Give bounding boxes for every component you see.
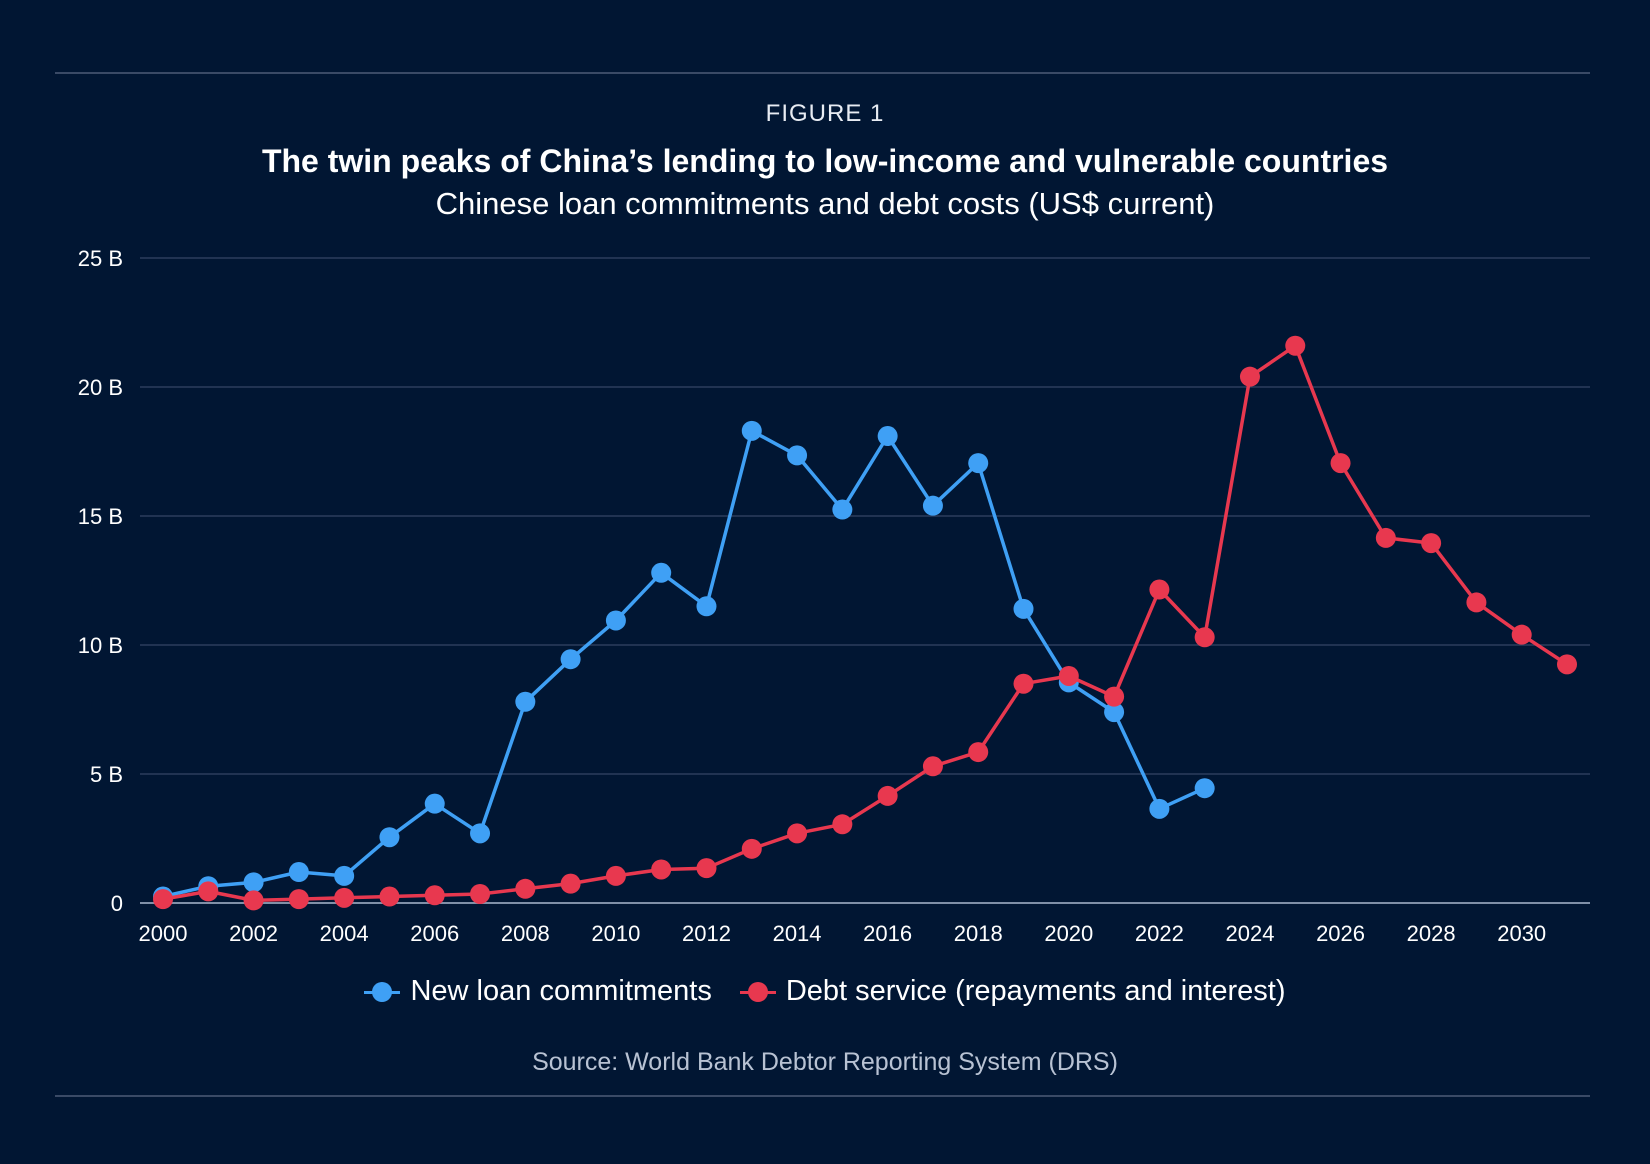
debt-point-2026 — [1330, 453, 1351, 474]
debt-point-2016 — [877, 785, 898, 806]
figure-label: FIGURE 1 — [765, 100, 885, 127]
x-tick-label: 2030 — [1497, 921, 1546, 946]
debt-point-2002 — [243, 890, 264, 911]
loans-point-2022 — [1149, 798, 1170, 819]
debt-point-2008 — [515, 878, 536, 899]
line-chart: 0 5 B 10 B 15 B 20 B 25 B 2000 2002 2004 2006 2008… — [78, 246, 1590, 946]
debt-point-2017 — [922, 756, 943, 777]
debt-point-2014 — [787, 823, 808, 844]
chart-title: The twin peaks of China’s lending to low… — [261, 143, 1389, 179]
y-tick-label: 0 — [111, 891, 123, 916]
debt-point-2027 — [1375, 527, 1396, 548]
debt-point-2000 — [153, 889, 173, 910]
x-tick-label: 2022 — [1135, 921, 1184, 946]
debt-point-2023 — [1194, 627, 1215, 648]
debt-point-2018 — [968, 742, 989, 763]
loans-point-2010 — [605, 610, 626, 631]
debt-point-2010 — [605, 865, 626, 886]
debt-point-2019 — [1013, 673, 1034, 694]
y-tick-label: 10 B — [78, 633, 123, 658]
loans-point-2006 — [424, 793, 445, 814]
loans-point-2018 — [968, 453, 989, 474]
legend-item-loans[interactable]: New loan commitments — [364, 975, 712, 1008]
x-tick-label: 2008 — [501, 921, 550, 946]
top-divider — [55, 72, 1590, 74]
legend-label-debt: Debt service (repayments and interest) — [785, 975, 1286, 1007]
debt-point-2030 — [1511, 624, 1532, 645]
debt-point-2012 — [696, 858, 717, 879]
x-tick-label: 2000 — [139, 921, 188, 946]
chart-subtitle: Chinese loan commitments and debt costs … — [435, 186, 1215, 221]
debt-point-2015 — [832, 814, 853, 835]
debt-point-2004 — [334, 887, 355, 908]
loans-point-2011 — [651, 562, 672, 583]
legend-label-loans: New loan commitments — [410, 975, 712, 1007]
debt-point-2005 — [379, 886, 400, 907]
debt-point-2021 — [1104, 686, 1125, 707]
loans-point-2021 — [1104, 702, 1125, 723]
loans-point-2005 — [379, 827, 400, 848]
loans-point-2004 — [334, 865, 355, 886]
loans-point-2014 — [787, 445, 808, 466]
loans-point-2013 — [741, 420, 762, 441]
loans-series-line — [161, 429, 1207, 899]
legend-item-debt[interactable]: Debt service (repayments and interest) — [739, 975, 1286, 1008]
y-tick-label: 25 B — [78, 246, 123, 271]
loans-point-2009 — [560, 649, 581, 670]
debt-legend-marker-icon — [739, 981, 776, 1002]
debt-point-2011 — [651, 859, 672, 880]
x-tick-label: 2018 — [954, 921, 1003, 946]
y-tick-label: 15 B — [78, 504, 123, 529]
loans-legend-marker-icon — [364, 981, 401, 1002]
y-tick-label: 20 B — [78, 375, 123, 400]
x-tick-label: 2012 — [682, 921, 731, 946]
loans-point-2015 — [832, 499, 853, 520]
source-note: Source: World Bank Debtor Reporting Syst… — [532, 1048, 1118, 1076]
debt-point-2003 — [288, 889, 309, 910]
bottom-divider — [55, 1095, 1590, 1097]
x-tick-label: 2024 — [1225, 921, 1274, 946]
x-tick-label: 2002 — [229, 921, 278, 946]
debt-point-2028 — [1421, 533, 1442, 554]
x-tick-label: 2016 — [863, 921, 912, 946]
x-tick-label: 2006 — [410, 921, 459, 946]
x-tick-label: 2010 — [591, 921, 640, 946]
loans-point-2012 — [696, 596, 717, 617]
loans-point-2019 — [1013, 598, 1034, 619]
debt-point-2025 — [1285, 335, 1306, 356]
debt-point-2031 — [1557, 654, 1577, 675]
debt-point-2001 — [198, 881, 219, 902]
debt-point-2024 — [1239, 366, 1260, 387]
x-tick-label: 2014 — [773, 921, 822, 946]
x-tick-label: 2020 — [1044, 921, 1093, 946]
chart-legend: New loan commitments Debt service (repay… — [0, 975, 1650, 1008]
loans-point-2016 — [877, 426, 898, 447]
debt-point-2007 — [470, 883, 491, 904]
debt-series-line — [161, 343, 1569, 903]
debt-point-2020 — [1058, 665, 1079, 686]
debt-point-2013 — [741, 838, 762, 859]
loans-point-2008 — [515, 691, 536, 712]
loans-point-2002 — [243, 872, 264, 893]
debt-point-2006 — [424, 885, 445, 906]
loans-point-2007 — [470, 823, 491, 844]
debt-point-2022 — [1149, 579, 1170, 600]
x-tick-label: 2004 — [320, 921, 369, 946]
loans-point-2017 — [922, 495, 943, 516]
debt-point-2029 — [1466, 592, 1487, 613]
x-tick-label: 2026 — [1316, 921, 1365, 946]
debt-point-2009 — [560, 873, 581, 894]
y-tick-label: 5 B — [90, 762, 123, 787]
loans-point-2003 — [288, 862, 309, 883]
x-tick-label: 2028 — [1407, 921, 1456, 946]
loans-point-2023 — [1194, 778, 1215, 799]
